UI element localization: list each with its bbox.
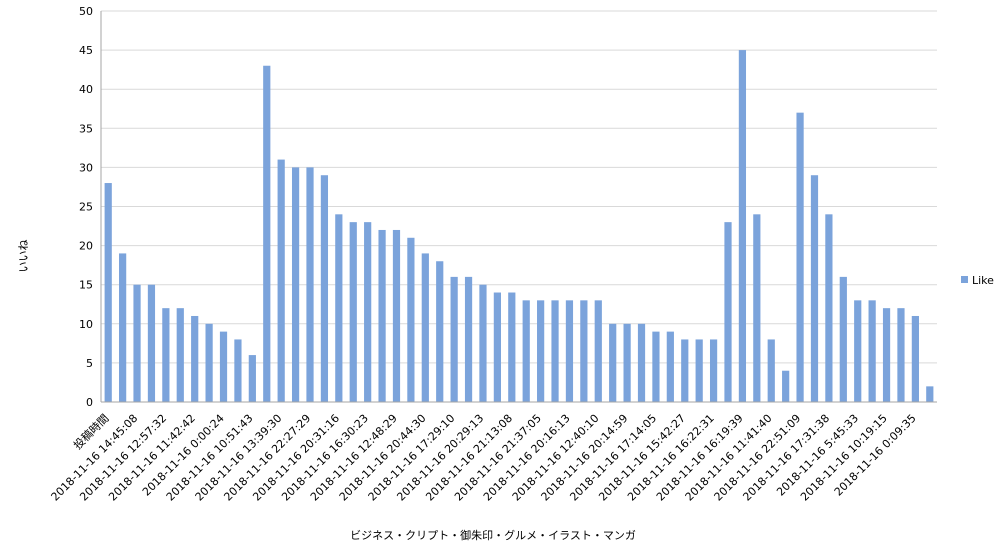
legend: Like	[961, 274, 994, 287]
bar	[897, 308, 905, 402]
bar	[436, 261, 444, 402]
bar	[709, 339, 718, 402]
bar	[421, 253, 429, 402]
bar	[767, 339, 775, 402]
bar	[392, 229, 401, 402]
bar	[335, 214, 343, 402]
bar	[594, 300, 602, 402]
bar	[508, 292, 516, 402]
legend-label-like: Like	[972, 274, 994, 287]
bar	[205, 323, 213, 402]
bar	[666, 331, 674, 402]
bar	[320, 175, 329, 402]
bar	[637, 323, 646, 402]
bar	[537, 300, 545, 402]
bar	[147, 284, 156, 402]
bar	[796, 112, 804, 402]
bar	[681, 339, 689, 402]
bar	[162, 308, 170, 402]
bar	[782, 370, 790, 402]
bar	[450, 276, 458, 402]
bar	[652, 331, 660, 402]
bar	[839, 276, 847, 402]
bar	[609, 323, 617, 402]
bar	[219, 331, 228, 402]
bar	[479, 284, 487, 402]
bar	[695, 339, 703, 402]
y-tick-label: 15	[79, 279, 93, 292]
bar	[277, 159, 285, 402]
bar	[825, 214, 833, 402]
bar	[810, 175, 819, 402]
bar	[565, 300, 574, 402]
bar	[493, 292, 501, 402]
y-tick-label: 25	[79, 201, 93, 214]
y-tick-label: 45	[79, 44, 93, 57]
y-tick-label: 40	[79, 83, 93, 96]
bar	[349, 222, 357, 402]
bar	[133, 284, 141, 402]
bar	[580, 300, 588, 402]
bar	[551, 300, 559, 402]
bar	[176, 308, 184, 402]
bar	[926, 386, 934, 402]
y-tick-label: 10	[79, 318, 93, 331]
axes	[100, 11, 937, 403]
y-tick-labels: 0 5 10 15 20 25 30 35 40 45 50	[79, 5, 93, 409]
bar	[753, 214, 761, 402]
bar	[191, 315, 199, 402]
bar	[407, 237, 415, 402]
bar	[724, 222, 732, 402]
bar	[738, 50, 747, 402]
bar	[464, 276, 473, 402]
y-tick-label: 35	[79, 122, 93, 135]
bar	[234, 339, 242, 402]
bar	[911, 315, 919, 402]
bar	[291, 167, 300, 402]
legend-swatch	[961, 276, 968, 283]
bar	[623, 323, 631, 402]
bar	[378, 229, 386, 402]
bar	[868, 300, 876, 402]
bar	[364, 222, 372, 402]
y-tick-label: 30	[79, 161, 93, 174]
bar	[854, 300, 862, 402]
bars	[104, 50, 934, 403]
bar	[104, 183, 112, 402]
bar	[522, 300, 530, 402]
y-axis-title: いいね	[17, 240, 30, 273]
bar	[248, 355, 256, 402]
x-axis-title: ビジネス・クリプト・御朱印・グルメ・イラスト・マンガ	[350, 528, 636, 542]
bar	[882, 308, 891, 402]
bar	[119, 253, 127, 402]
y-tick-label: 0	[86, 396, 93, 409]
y-tick-label: 20	[79, 240, 93, 253]
y-tick-label: 5	[86, 357, 93, 370]
bar	[263, 65, 271, 403]
bar	[306, 167, 314, 402]
y-tick-label: 50	[79, 5, 93, 18]
